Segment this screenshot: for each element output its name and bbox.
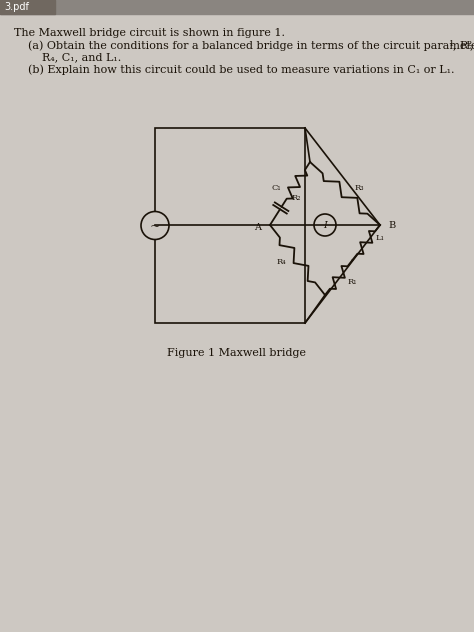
Circle shape [141, 212, 169, 240]
Text: , R: , R [453, 40, 468, 50]
Text: The Maxwell bridge circuit is shown in figure 1.: The Maxwell bridge circuit is shown in f… [14, 28, 285, 38]
Text: R₃: R₃ [354, 183, 364, 191]
Text: 2: 2 [466, 40, 471, 48]
Text: , R: , R [470, 40, 474, 50]
Text: R₂: R₂ [291, 193, 301, 202]
Text: B: B [388, 221, 396, 231]
Text: R₁: R₁ [348, 277, 357, 286]
Text: I: I [323, 221, 327, 231]
Text: 3.pdf: 3.pdf [4, 2, 29, 12]
Text: Figure 1 Maxwell bridge: Figure 1 Maxwell bridge [167, 348, 307, 358]
Text: (a) Obtain the conditions for a balanced bridge in terms of the circuit paramete: (a) Obtain the conditions for a balanced… [28, 40, 474, 51]
Text: C₁: C₁ [271, 183, 281, 191]
Text: L₁: L₁ [376, 234, 385, 243]
Bar [155, 128, 305, 323]
Text: 1: 1 [449, 40, 455, 48]
Text: ~: ~ [150, 220, 160, 233]
Text: A: A [255, 222, 262, 231]
Text: R₄, C₁, and L₁.: R₄, C₁, and L₁. [42, 52, 121, 62]
Text: R₄: R₄ [277, 258, 286, 266]
Bar [0, 0, 55, 14]
Bar [0, 0, 474, 14]
Circle shape [314, 214, 336, 236]
Text: (b) Explain how this circuit could be used to measure variations in C₁ or L₁.: (b) Explain how this circuit could be us… [28, 64, 455, 75]
